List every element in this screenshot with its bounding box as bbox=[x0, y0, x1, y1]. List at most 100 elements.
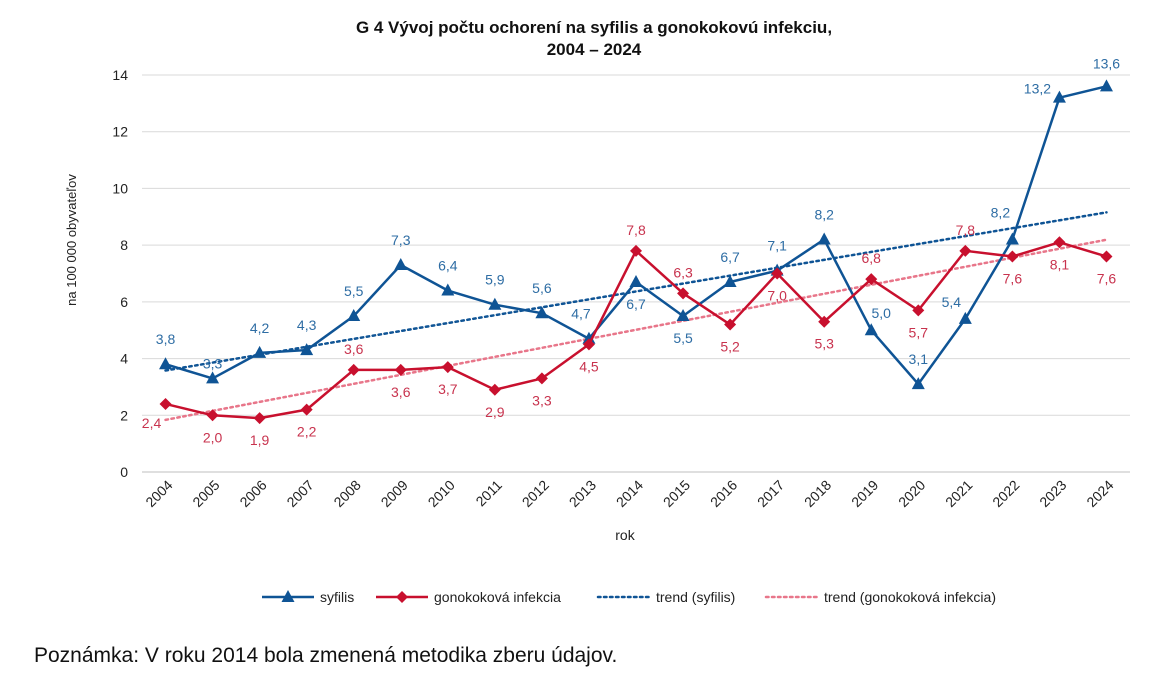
data-label-gonokokova: 7,8 bbox=[956, 222, 976, 238]
y-tick-label: 12 bbox=[112, 124, 128, 140]
x-tick-label: 2016 bbox=[707, 477, 740, 510]
marker-gonokokova bbox=[865, 273, 878, 286]
data-label-syfilis: 4,7 bbox=[571, 306, 591, 322]
data-label-syfilis: 3,3 bbox=[203, 355, 223, 371]
marker-gonokokova bbox=[159, 397, 172, 410]
marker-syfilis bbox=[206, 371, 220, 384]
data-label-gonokokova: 2,2 bbox=[297, 424, 317, 440]
x-tick-label: 2007 bbox=[283, 477, 316, 510]
data-label-syfilis: 4,3 bbox=[297, 317, 317, 333]
marker-syfilis bbox=[1099, 79, 1113, 92]
x-tick-label: 2017 bbox=[754, 477, 787, 510]
data-label-syfilis: 5,0 bbox=[872, 305, 892, 321]
x-tick-label: 2018 bbox=[801, 477, 834, 510]
y-tick-label: 10 bbox=[112, 180, 128, 196]
marker-gonokokova bbox=[488, 383, 501, 396]
data-label-syfilis: 5,5 bbox=[344, 283, 364, 299]
y-axis-label: na 100 000 obyvateľov bbox=[64, 174, 79, 306]
data-label-syfilis: 5,6 bbox=[532, 280, 552, 296]
marker-syfilis bbox=[488, 297, 502, 310]
data-label-gonokokova: 3,6 bbox=[391, 384, 411, 400]
marker-syfilis bbox=[394, 257, 408, 270]
marker-gonokokova bbox=[677, 287, 690, 300]
data-label-syfilis: 7,1 bbox=[767, 238, 787, 254]
marker-syfilis bbox=[159, 357, 173, 370]
x-tick-label: 2010 bbox=[425, 477, 458, 510]
marker-syfilis bbox=[300, 343, 314, 356]
marker-syfilis bbox=[535, 306, 549, 319]
y-tick-label: 2 bbox=[120, 407, 128, 423]
marker-syfilis bbox=[723, 275, 737, 288]
legend-label: trend (syfilis) bbox=[656, 589, 735, 605]
data-label-gonokokova: 3,3 bbox=[532, 392, 552, 408]
data-label-syfilis: 3,1 bbox=[909, 351, 929, 367]
marker-gonokokova bbox=[206, 409, 219, 422]
data-label-syfilis: 13,6 bbox=[1093, 55, 1120, 71]
data-label-syfilis: 4,2 bbox=[250, 320, 270, 336]
data-label-syfilis: 6,7 bbox=[626, 296, 646, 312]
marker-syfilis bbox=[911, 377, 925, 390]
legend-marker-diamond bbox=[396, 591, 408, 603]
data-label-gonokokova: 6,3 bbox=[673, 264, 693, 280]
marker-syfilis bbox=[629, 275, 643, 288]
marker-syfilis bbox=[817, 232, 831, 245]
x-tick-label: 2006 bbox=[236, 477, 269, 510]
x-tick-label: 2015 bbox=[660, 477, 693, 510]
marker-syfilis bbox=[253, 345, 267, 358]
x-tick-label: 2008 bbox=[330, 477, 363, 510]
legend-label: syfilis bbox=[320, 589, 354, 605]
marker-syfilis bbox=[864, 323, 878, 336]
data-label-syfilis: 5,9 bbox=[485, 272, 505, 288]
chart-title-line1: G 4 Vývoj počtu ochorení na syfilis a go… bbox=[356, 18, 832, 37]
marker-gonokokova bbox=[724, 318, 737, 331]
trendline-syfilis bbox=[164, 211, 1108, 372]
marker-syfilis bbox=[958, 311, 972, 324]
y-tick-label: 14 bbox=[112, 67, 128, 83]
data-label-gonokokova: 7,8 bbox=[626, 222, 646, 238]
data-label-gonokokova: 7,6 bbox=[1097, 270, 1117, 286]
x-tick-label: 2021 bbox=[942, 477, 975, 510]
footnote: Poznámka: V roku 2014 bola zmenená metod… bbox=[34, 644, 618, 667]
marker-gonokokova bbox=[347, 363, 360, 376]
chart-title-line2: 2004 – 2024 bbox=[547, 40, 642, 59]
data-label-gonokokova: 2,0 bbox=[203, 429, 223, 445]
data-label-gonokokova: 2,4 bbox=[142, 415, 162, 431]
data-label-syfilis: 5,5 bbox=[673, 330, 693, 346]
data-label-syfilis: 8,2 bbox=[991, 204, 1011, 220]
marker-gonokokova bbox=[394, 363, 407, 376]
y-tick-label: 8 bbox=[120, 237, 128, 253]
data-label-gonokokova: 7,6 bbox=[1003, 270, 1023, 286]
x-tick-label: 2024 bbox=[1083, 477, 1116, 510]
marker-gonokokova bbox=[1053, 236, 1066, 249]
x-tick-label: 2013 bbox=[566, 477, 599, 510]
data-label-syfilis: 6,4 bbox=[438, 258, 458, 274]
y-tick-label: 4 bbox=[120, 351, 128, 367]
data-label-gonokokova: 6,8 bbox=[862, 250, 882, 266]
data-label-syfilis: 6,7 bbox=[720, 249, 740, 265]
legend-label: trend (gonokoková infekcia) bbox=[824, 589, 996, 605]
data-label-gonokokova: 3,6 bbox=[344, 341, 364, 357]
data-label-gonokokova: 8,1 bbox=[1050, 256, 1070, 272]
legend-marker-triangle bbox=[281, 590, 295, 602]
x-axis-label: rok bbox=[615, 527, 635, 543]
y-tick-label: 6 bbox=[120, 294, 128, 310]
x-tick-label: 2011 bbox=[472, 477, 505, 510]
x-tick-label: 2022 bbox=[989, 477, 1022, 510]
marker-syfilis bbox=[347, 309, 361, 322]
data-label-syfilis: 7,3 bbox=[391, 232, 411, 248]
marker-gonokokova bbox=[253, 412, 266, 425]
data-label-gonokokova: 5,7 bbox=[909, 324, 929, 340]
x-tick-label: 2012 bbox=[519, 477, 552, 510]
y-tick-label: 0 bbox=[120, 464, 128, 480]
data-label-gonokokova: 1,9 bbox=[250, 432, 270, 448]
data-label-gonokokova: 3,7 bbox=[438, 381, 458, 397]
data-label-gonokokova: 2,9 bbox=[485, 404, 505, 420]
x-tick-label: 2014 bbox=[613, 477, 646, 510]
data-label-syfilis: 13,2 bbox=[1024, 81, 1051, 97]
marker-gonokokova bbox=[1100, 250, 1113, 263]
marker-gonokokova bbox=[771, 267, 784, 280]
legend: syfilis gonokoková infekcia trend (syfilis… bbox=[262, 589, 996, 605]
marker-gonokokova bbox=[959, 244, 972, 257]
x-tick-label: 2009 bbox=[378, 477, 411, 510]
data-label-gonokokova: 7,0 bbox=[767, 288, 787, 304]
